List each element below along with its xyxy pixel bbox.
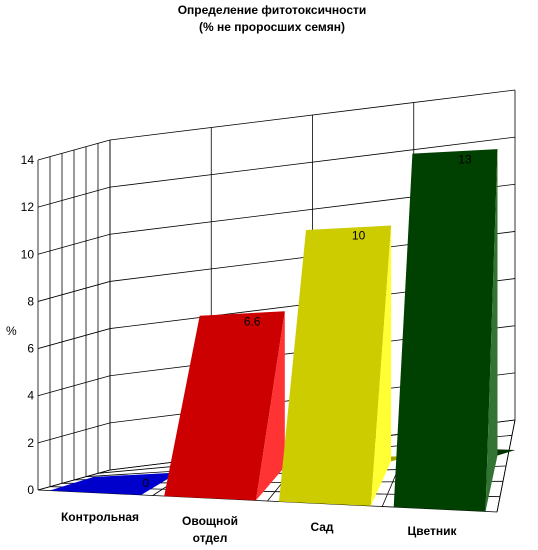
value-labels: 0 6.6 10 13 [142, 152, 471, 489]
gridline-floor-width [37, 469, 111, 491]
x-tick-label: Овощной [182, 514, 238, 528]
floor-right-edge [496, 419, 516, 513]
bar-side-face [256, 311, 285, 501]
y-axis-label: % [6, 324, 17, 338]
bar-4 [393, 149, 516, 512]
gridlines [37, 89, 516, 513]
bar-side-face [370, 225, 392, 506]
y-tick-label: 4 [27, 389, 34, 403]
x-tick-label: Контрольная [61, 510, 139, 524]
y-tick-label: 0 [27, 483, 34, 497]
x-tick-label: Цветник [407, 524, 457, 538]
bar-side-face [485, 149, 498, 512]
bar-front-face [393, 149, 498, 512]
bar-base-face [497, 449, 516, 456]
chart-title: Определение фитотоксичности [178, 3, 367, 17]
value-label: 0 [142, 476, 149, 490]
y-tick-label: 6 [27, 342, 34, 356]
value-label: 13 [458, 152, 472, 166]
value-label: 6.6 [244, 315, 261, 329]
bars [49, 149, 516, 512]
bar-front-face [164, 311, 285, 501]
bar-front-face [279, 225, 392, 506]
bar-3 [279, 225, 410, 506]
y-tick-label: 14 [21, 153, 35, 167]
x-tick-label: отдел [193, 531, 228, 545]
bar-1 [49, 469, 199, 495]
y-tick-label: 8 [27, 294, 34, 308]
y-tick-label: 2 [27, 436, 34, 450]
y-axis-ticks: 0 2 4 6 8 10 12 14 [21, 153, 35, 497]
y-tick-label: 10 [21, 247, 35, 261]
chart-subtitle: (% не проросших семян) [199, 20, 345, 34]
bar-front-face [49, 472, 179, 495]
x-tick-label: Сад [310, 520, 333, 534]
category-labels: Контрольная Овощной отдел Сад Цветник [61, 510, 458, 545]
y-tick-label: 12 [21, 200, 35, 214]
value-label: 10 [352, 229, 366, 243]
